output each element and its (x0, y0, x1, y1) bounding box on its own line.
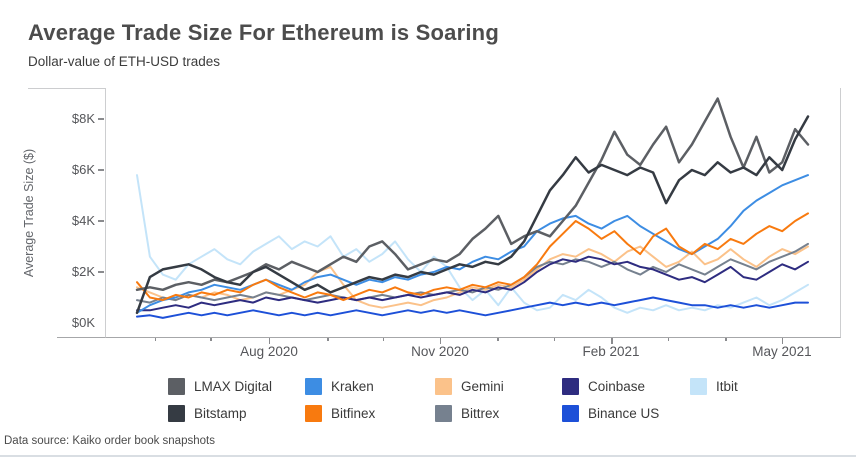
series-line-itbit (136, 174, 809, 314)
x-tick-label-nov-2020: Nov 2020 (411, 344, 469, 359)
page-title: Average Trade Size For Ethereum is Soari… (28, 20, 499, 45)
legend-label-gemini: Gemini (461, 378, 504, 394)
x-tick-mark-sep-2020 (327, 338, 329, 341)
legend-swatch-kraken (305, 377, 322, 395)
legend-swatch-bitfinex (305, 404, 322, 422)
x-tick-mark-jun-2020 (154, 338, 157, 341)
legend-label-bittrex: Bittrex (461, 405, 500, 421)
y-tick-label-0k: $0K (71, 315, 95, 330)
legend-swatch-bitstamp (168, 404, 185, 422)
x-tick-mark-may-2021 (781, 338, 784, 344)
legend-label-coinbase: Coinbase (588, 378, 646, 394)
x-tick-mark-mar-2021 (667, 338, 670, 341)
footer-divider (0, 455, 856, 457)
y-tick-label-6k: $6K (71, 162, 95, 177)
legend-item-kraken: Kraken (305, 377, 435, 395)
series-line-gemini (136, 245, 809, 309)
x-tick-label-aug-2020: Aug 2020 (240, 344, 298, 359)
legend-item-gemini: Gemini (435, 377, 562, 395)
legend-label-bitstamp: Bitstamp (194, 405, 247, 421)
y-tick-label-8k: $8K (71, 111, 95, 126)
y-tick-mark (98, 118, 104, 120)
legend-swatch-itbit (690, 377, 707, 395)
plot-area (105, 88, 841, 338)
y-tick-mark (98, 271, 104, 273)
legend-label-binance-us: Binance US (588, 405, 660, 421)
series-line-bittrex (136, 242, 809, 304)
legend-label-bitfinex: Bitfinex (331, 405, 376, 421)
series-line-lmax-digital (135, 97, 810, 292)
legend-item-binance-us: Binance US (562, 404, 690, 422)
data-source-note: Data source: Kaiko order book snapshots (4, 435, 215, 447)
x-tick-mark-dec-2020 (497, 338, 499, 341)
y-tick-mark (98, 169, 104, 171)
legend-item-bitfinex: Bitfinex (305, 404, 435, 422)
legend-swatch-coinbase (562, 377, 579, 395)
x-tick-label-may-2021: May 2021 (752, 344, 812, 359)
legend-item-bitstamp: Bitstamp (168, 404, 305, 422)
x-tick-label-feb-2021: Feb 2021 (582, 344, 640, 359)
chart-legend: LMAX Digital Kraken Gemini Coinbase Itbit Bit… (168, 377, 782, 422)
x-axis-line-extension (57, 337, 105, 338)
line-chart (135, 97, 810, 319)
y-tick-mark (98, 220, 104, 222)
page-subtitle: Dollar-value of ETH-USD trades (28, 54, 221, 69)
x-tick-mark-jul-2020 (210, 338, 212, 341)
legend-item-lmax-digital: LMAX Digital (168, 377, 305, 395)
x-tick-mark-apr-2021 (725, 338, 727, 341)
legend-label-lmax-digital: LMAX Digital (194, 378, 273, 394)
series-line-bitfinex (136, 212, 809, 302)
legend-swatch-bittrex (435, 404, 452, 422)
x-tick-mark-nov-2020 (439, 338, 442, 344)
y-tick-label-4k: $4K (71, 213, 95, 228)
series-line-coinbase (136, 255, 809, 312)
legend-item-coinbase: Coinbase (562, 377, 690, 395)
legend-item-bittrex: Bittrex (435, 404, 562, 422)
legend-item-itbit: Itbit (690, 377, 782, 395)
x-tick-mark-aug-2020 (268, 338, 271, 344)
legend-swatch-gemini (435, 377, 452, 395)
x-tick-mark-oct-2020 (382, 338, 385, 341)
legend-label-kraken: Kraken (331, 378, 374, 394)
series-line-binance-us (136, 296, 809, 319)
y-axis-title: Average Trade Size ($) (22, 148, 36, 277)
legend-swatch-lmax-digital (168, 377, 185, 395)
y-axis-title-wrap: Average Trade Size ($) (20, 88, 38, 337)
legend-label-itbit: Itbit (716, 378, 738, 394)
legend-swatch-binance-us (562, 404, 579, 422)
x-tick-mark-feb-2021 (611, 338, 613, 344)
series-line-bitstamp (135, 115, 810, 315)
x-tick-mark-jan-2021 (553, 338, 556, 341)
y-tick-label-2k: $2K (71, 264, 95, 279)
